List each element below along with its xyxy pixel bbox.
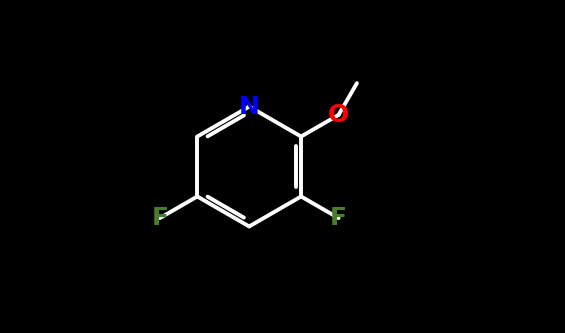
Text: F: F [151, 206, 168, 230]
Text: O: O [328, 103, 349, 127]
Text: N: N [239, 95, 260, 119]
Text: F: F [330, 206, 347, 230]
